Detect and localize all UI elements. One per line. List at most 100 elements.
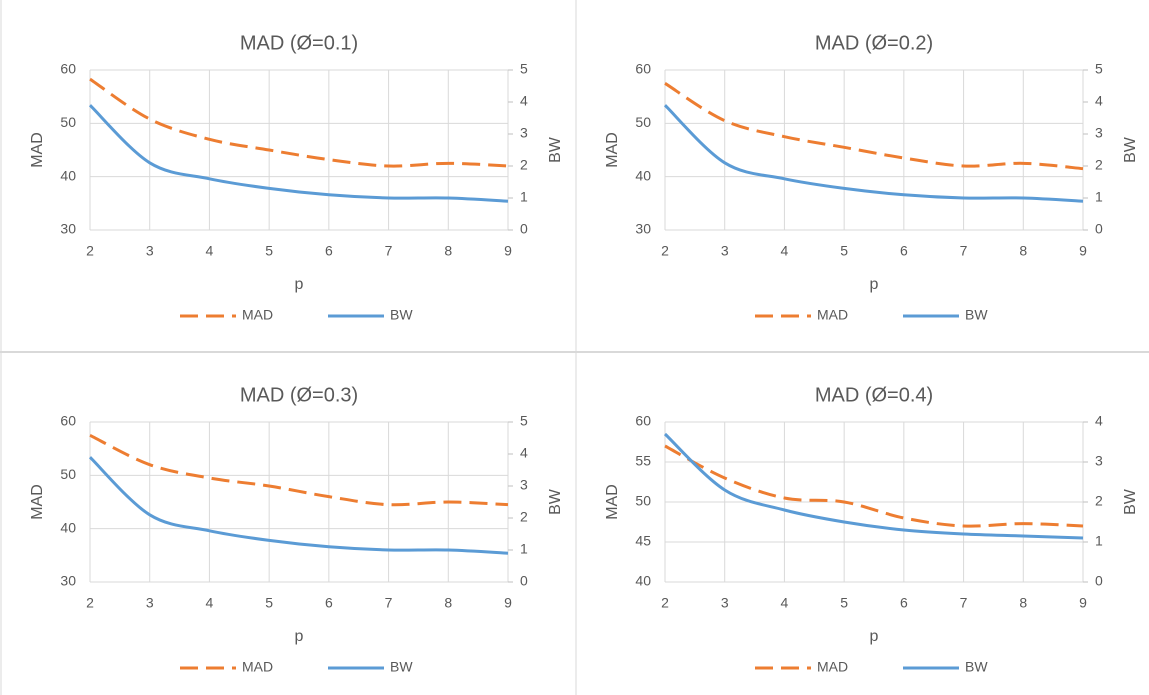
x-axis-label: p bbox=[870, 276, 879, 293]
y2-axis-label: BW bbox=[1122, 488, 1139, 515]
y2-tick-label: 4 bbox=[520, 445, 528, 461]
x-tick-label: 4 bbox=[781, 595, 789, 611]
x-tick-label: 7 bbox=[960, 595, 968, 611]
series-line bbox=[88, 456, 509, 555]
y2-tick-label: 5 bbox=[1095, 61, 1103, 77]
y-tick-label: 45 bbox=[635, 533, 651, 549]
y-axis-label: MAD bbox=[604, 484, 621, 520]
x-tick-label: 6 bbox=[900, 243, 908, 259]
x-tick-label: 9 bbox=[504, 595, 512, 611]
x-tick-label: 7 bbox=[385, 595, 393, 611]
y-tick-label: 40 bbox=[60, 519, 76, 535]
series-line bbox=[89, 77, 509, 168]
y2-tick-label: 0 bbox=[1095, 221, 1103, 237]
chart-panel: MAD (Ø=0.2) 30 40 50 60 2 3 4 5 6 7 8 90 1 2 3 4 5 MAD BW p M… bbox=[604, 32, 1139, 322]
series-line bbox=[663, 432, 1084, 540]
legend-label: MAD bbox=[817, 307, 848, 323]
y2-tick-label: 1 bbox=[520, 189, 528, 205]
y2-axis-label: BW bbox=[547, 136, 564, 163]
y2-tick-label: 3 bbox=[520, 125, 528, 141]
y2-tick-label: 2 bbox=[520, 157, 528, 173]
x-tick-label: 5 bbox=[840, 243, 848, 259]
x-tick-label: 9 bbox=[504, 243, 512, 259]
y2-tick-label: 5 bbox=[520, 413, 528, 429]
x-tick-label: 8 bbox=[1019, 243, 1027, 259]
series-line bbox=[664, 82, 1084, 171]
series-line bbox=[89, 433, 509, 507]
y2-tick-label: 1 bbox=[1095, 189, 1103, 205]
y2-axis-label: BW bbox=[1122, 136, 1139, 163]
y-axis-label: MAD bbox=[604, 132, 621, 168]
x-tick-label: 8 bbox=[1019, 595, 1027, 611]
x-axis-label: p bbox=[295, 628, 304, 645]
y-tick-label: 50 bbox=[635, 493, 651, 509]
x-tick-label: 8 bbox=[444, 595, 452, 611]
legend-label: BW bbox=[390, 307, 413, 323]
x-tick-label: 7 bbox=[960, 243, 968, 259]
x-tick-label: 6 bbox=[325, 243, 333, 259]
y-axis-label: MAD bbox=[29, 484, 46, 520]
y2-tick-label: 2 bbox=[520, 509, 528, 525]
x-tick-label: 2 bbox=[86, 595, 94, 611]
x-tick-label: 5 bbox=[265, 243, 273, 259]
x-tick-label: 2 bbox=[661, 243, 669, 259]
y-tick-label: 40 bbox=[60, 167, 76, 183]
legend-label: MAD bbox=[242, 307, 273, 323]
chart-title: MAD (Ø=0.4) bbox=[815, 384, 933, 406]
y-axis-label: MAD bbox=[29, 132, 46, 168]
y2-tick-label: 3 bbox=[1095, 453, 1103, 469]
chart-title: MAD (Ø=0.3) bbox=[240, 384, 358, 406]
x-tick-label: 6 bbox=[325, 595, 333, 611]
y2-tick-label: 4 bbox=[520, 93, 528, 109]
y2-tick-label: 0 bbox=[520, 221, 528, 237]
x-tick-label: 4 bbox=[781, 243, 789, 259]
y-tick-label: 30 bbox=[635, 221, 651, 237]
x-tick-label: 5 bbox=[840, 595, 848, 611]
series-line bbox=[664, 444, 1084, 528]
y2-tick-label: 0 bbox=[1095, 573, 1103, 589]
legend-label: BW bbox=[965, 307, 988, 323]
y2-tick-label: 5 bbox=[520, 61, 528, 77]
x-tick-label: 3 bbox=[146, 243, 154, 259]
x-tick-label: 8 bbox=[444, 243, 452, 259]
y2-axis-label: BW bbox=[547, 488, 564, 515]
x-tick-label: 9 bbox=[1079, 243, 1087, 259]
chart-panel: MAD (Ø=0.3) 30 40 50 60 2 3 4 5 6 7 8 90 1 2 3 4 5 MAD BW p M… bbox=[29, 384, 564, 674]
x-tick-label: 3 bbox=[721, 243, 729, 259]
chart-panel: MAD (Ø=0.1) 30 40 50 60 2 3 4 5 6 7 8 90 1 2 3 4 5 MAD BW p M… bbox=[29, 32, 564, 322]
legend-label: BW bbox=[390, 659, 413, 675]
legend-label: MAD bbox=[817, 659, 848, 675]
y-tick-label: 55 bbox=[635, 453, 651, 469]
chart-title: MAD (Ø=0.2) bbox=[815, 32, 933, 54]
x-tick-label: 9 bbox=[1079, 595, 1087, 611]
y-tick-label: 40 bbox=[635, 167, 651, 183]
x-tick-label: 6 bbox=[900, 595, 908, 611]
x-tick-label: 7 bbox=[385, 243, 393, 259]
y-tick-label: 50 bbox=[60, 466, 76, 482]
x-tick-label: 3 bbox=[146, 595, 154, 611]
series-line bbox=[663, 104, 1084, 203]
x-tick-label: 5 bbox=[265, 595, 273, 611]
y2-tick-label: 0 bbox=[520, 573, 528, 589]
x-tick-label: 2 bbox=[86, 243, 94, 259]
y-tick-label: 30 bbox=[60, 221, 76, 237]
y2-tick-label: 4 bbox=[1095, 93, 1103, 109]
y2-tick-label: 3 bbox=[520, 477, 528, 493]
y2-tick-label: 2 bbox=[1095, 157, 1103, 173]
y-tick-label: 40 bbox=[635, 573, 651, 589]
x-axis-label: p bbox=[295, 276, 304, 293]
x-tick-label: 4 bbox=[206, 243, 214, 259]
y-tick-label: 60 bbox=[60, 61, 76, 77]
x-tick-label: 4 bbox=[206, 595, 214, 611]
legend-label: BW bbox=[965, 659, 988, 675]
y2-tick-label: 1 bbox=[1095, 533, 1103, 549]
legend-label: MAD bbox=[242, 659, 273, 675]
x-tick-label: 3 bbox=[721, 595, 729, 611]
y2-tick-label: 4 bbox=[1095, 413, 1103, 429]
x-tick-label: 2 bbox=[661, 595, 669, 611]
y-tick-label: 60 bbox=[635, 413, 651, 429]
y-tick-label: 50 bbox=[635, 114, 651, 130]
y2-tick-label: 2 bbox=[1095, 493, 1103, 509]
y-tick-label: 60 bbox=[635, 61, 651, 77]
